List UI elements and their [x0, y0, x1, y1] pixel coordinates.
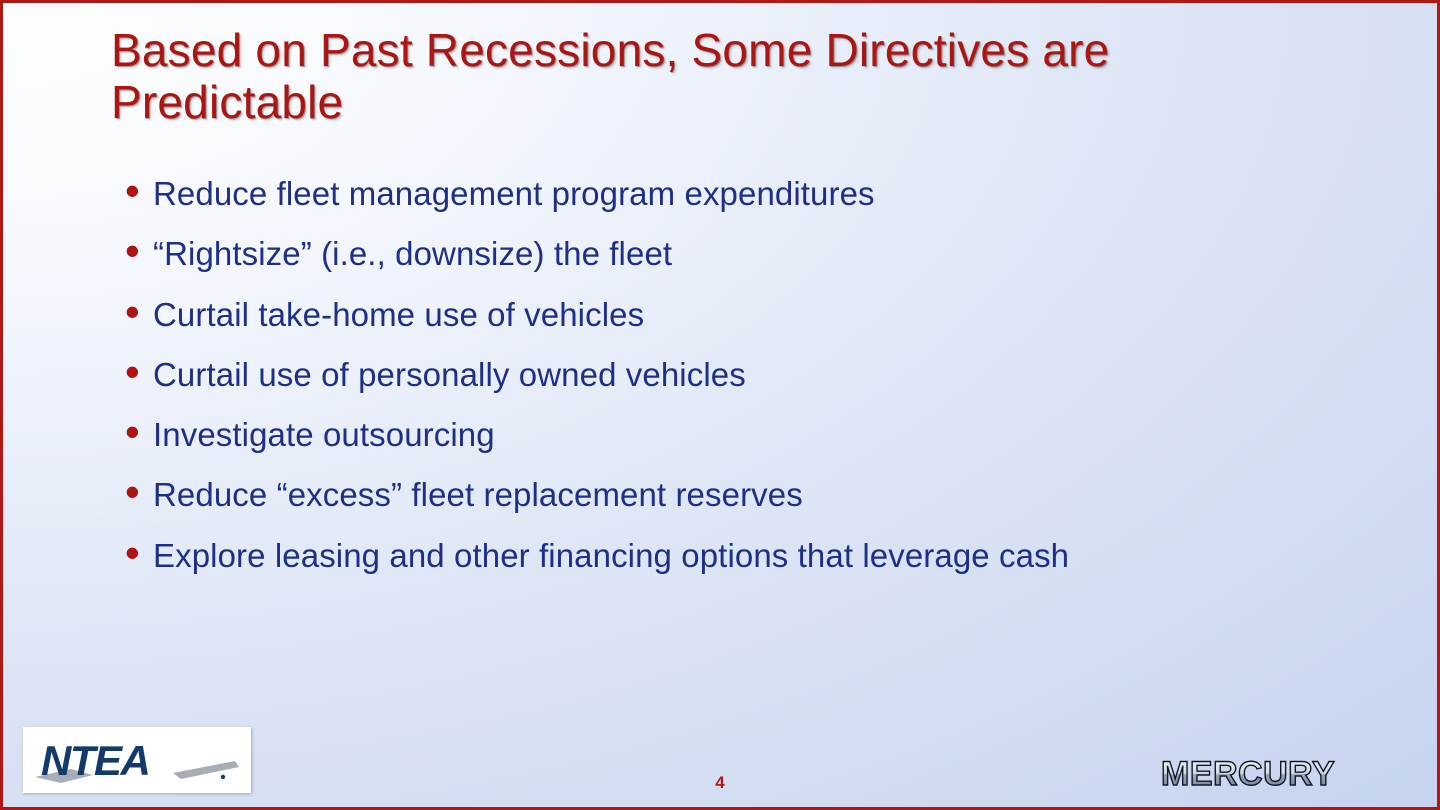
bullet-item: Curtail use of personally owned vehicles: [131, 355, 1347, 395]
ntea-logo: NTEA: [23, 727, 251, 793]
bullet-item: Explore leasing and other financing opti…: [131, 536, 1347, 576]
svg-text:NTEA: NTEA: [41, 737, 149, 784]
bullet-item: Investigate outsourcing: [131, 415, 1347, 455]
mercury-logo: MERCURY: [1159, 749, 1417, 795]
bullet-list: Reduce fleet management program expendit…: [111, 174, 1347, 576]
bullet-item: Curtail take-home use of vehicles: [131, 295, 1347, 335]
ntea-logo-svg: NTEA: [23, 727, 251, 793]
mercury-logo-svg: MERCURY: [1159, 749, 1417, 795]
svg-text:MERCURY: MERCURY: [1161, 755, 1335, 793]
slide-title: Based on Past Recessions, Some Directive…: [111, 25, 1347, 128]
page-number: 4: [715, 773, 724, 793]
bullet-item: Reduce fleet management program expendit…: [131, 174, 1347, 214]
bullet-item: Reduce “excess” fleet replacement reserv…: [131, 475, 1347, 515]
bullet-item: “Rightsize” (i.e., downsize) the fleet: [131, 234, 1347, 274]
slide-container: Based on Past Recessions, Some Directive…: [0, 0, 1440, 810]
